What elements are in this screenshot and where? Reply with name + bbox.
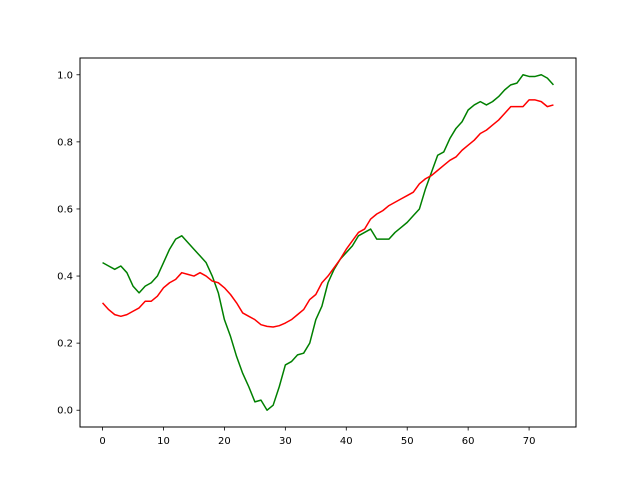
y-tick-label: 0.4 [57,272,73,283]
plot-frame [79,57,577,428]
y-axis-ticks: 0.0 0.2 0.4 0.6 0.8 1.0 [57,70,80,417]
x-tick-label: 30 [279,436,292,447]
y-tick-label: 0.2 [57,339,73,350]
y-tick-label: 0.0 [57,406,73,417]
series-line-2 [101,99,554,328]
x-axis-ticks: 0 10 20 30 40 50 60 70 [99,427,535,447]
x-tick-label: 10 [157,436,170,447]
y-tick-label: 0.6 [57,204,73,215]
x-tick-label: 20 [218,436,231,447]
series-line-1 [102,74,555,411]
plot-area [80,58,576,427]
x-tick-label: 40 [340,436,353,447]
y-tick-label: 0.8 [57,137,73,148]
x-tick-label: 60 [462,436,475,447]
y-tick-label: 1.0 [57,70,73,81]
x-tick-label: 70 [523,436,536,447]
series-layer [101,74,555,411]
x-tick-label: 0 [99,436,105,447]
x-tick-label: 50 [401,436,414,447]
